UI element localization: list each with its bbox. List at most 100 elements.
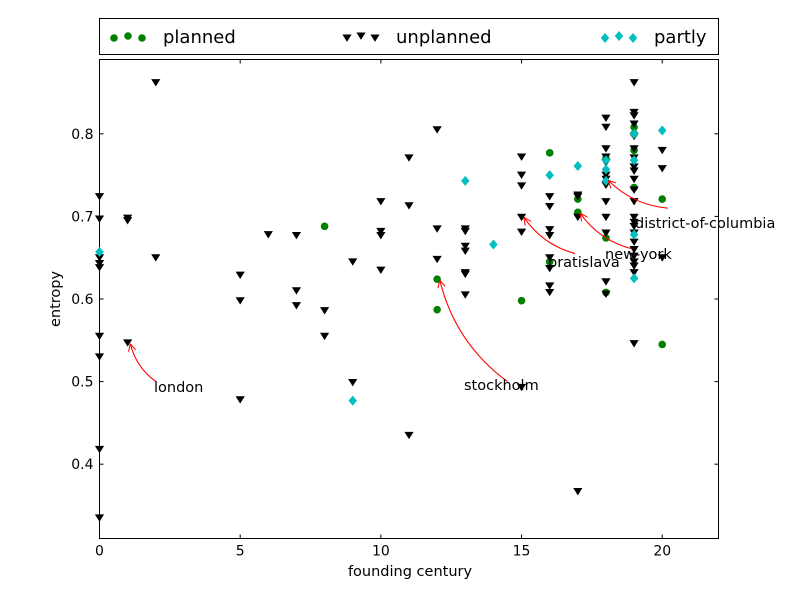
- annotation-label-bratislava: bratislava: [548, 255, 620, 271]
- annotation-arrow: [524, 218, 576, 255]
- point-unplanned: [376, 198, 386, 206]
- point-unplanned: [460, 270, 470, 279]
- point-unplanned: [601, 290, 611, 298]
- point-unplanned: [601, 123, 611, 132]
- point-unplanned: [657, 146, 667, 155]
- y-tick-label: 0.7: [71, 209, 93, 225]
- annotation-arrow: [440, 281, 508, 383]
- point-unplanned: [235, 396, 245, 404]
- point-unplanned: [516, 383, 527, 392]
- point-unplanned: [516, 171, 527, 180]
- point-partly: [629, 229, 639, 240]
- point-unplanned: [376, 231, 386, 240]
- point-planned: [433, 305, 441, 314]
- y-tick-label: 0.6: [71, 292, 93, 308]
- point-partly: [601, 155, 611, 166]
- point-unplanned: [516, 228, 527, 237]
- point-unplanned: [235, 297, 245, 305]
- point-unplanned: [629, 262, 639, 270]
- legend-marker-planned: [138, 34, 146, 42]
- point-unplanned: [376, 266, 386, 275]
- point-unplanned: [94, 193, 105, 201]
- y-tick-label: 0.8: [71, 127, 93, 143]
- point-unplanned: [432, 225, 442, 233]
- point-unplanned: [94, 215, 105, 223]
- annotation-arrow: [130, 344, 157, 383]
- point-unplanned: [629, 218, 639, 227]
- point-unplanned: [348, 378, 358, 387]
- point-unplanned: [94, 445, 105, 454]
- point-unplanned: [629, 79, 639, 87]
- point-unplanned: [629, 222, 639, 231]
- legend-label-planned: planned: [163, 27, 236, 48]
- legend-label-partly: partly: [654, 27, 707, 48]
- data-points: [94, 79, 667, 522]
- x-axis-label: founding century: [348, 564, 473, 580]
- point-unplanned: [319, 307, 330, 315]
- legend-marker-unplanned: [356, 32, 366, 40]
- point-unplanned: [94, 514, 105, 522]
- point-unplanned: [123, 339, 133, 347]
- point-planned: [320, 222, 329, 231]
- point-unplanned: [629, 258, 639, 266]
- x-tick-label: 20: [653, 544, 671, 560]
- legend-marker-planned: [110, 34, 118, 42]
- point-planned: [545, 149, 554, 157]
- point-unplanned: [94, 332, 105, 341]
- annotation-label-district-of-columbia: district-of-columbia: [635, 216, 775, 232]
- point-unplanned: [404, 431, 414, 440]
- point-unplanned: [348, 258, 358, 266]
- point-partly: [601, 164, 611, 175]
- point-unplanned: [432, 126, 442, 134]
- point-unplanned: [629, 175, 639, 184]
- point-unplanned: [545, 203, 555, 211]
- x-tick-label: 10: [372, 544, 390, 560]
- point-partly: [629, 155, 639, 166]
- legend-marker-partly: [614, 31, 624, 41]
- point-partly: [461, 175, 470, 186]
- point-unplanned: [629, 245, 639, 254]
- point-unplanned: [601, 278, 611, 286]
- point-partly: [657, 125, 667, 136]
- point-unplanned: [601, 171, 611, 180]
- point-partly: [629, 273, 639, 284]
- point-unplanned: [404, 202, 414, 210]
- legend-marker-planned: [124, 32, 132, 40]
- legend-marker-unplanned: [370, 34, 380, 42]
- point-unplanned: [376, 227, 386, 236]
- point-planned: [545, 258, 554, 266]
- point-unplanned: [601, 114, 611, 123]
- point-unplanned: [629, 238, 639, 246]
- point-unplanned: [460, 242, 470, 251]
- y-tick-label: 0.4: [71, 457, 93, 473]
- point-unplanned: [263, 231, 273, 239]
- legend-label-unplanned: unplanned: [396, 27, 492, 48]
- point-unplanned: [460, 227, 470, 236]
- point-unplanned: [629, 269, 639, 277]
- annotation-label-stockholm: stockholm: [464, 378, 539, 394]
- point-unplanned: [629, 145, 639, 153]
- point-unplanned: [629, 186, 639, 194]
- plot-frame: [99, 59, 719, 539]
- point-unplanned: [629, 167, 639, 175]
- point-unplanned: [516, 153, 527, 161]
- point-unplanned: [291, 287, 302, 295]
- annotation-arrow: [609, 181, 668, 209]
- annotation-label-new-york: new-york: [605, 247, 672, 263]
- x-tick-label: 15: [513, 544, 531, 560]
- y-axis-label: entropy: [48, 271, 64, 328]
- point-unplanned: [291, 231, 302, 240]
- point-unplanned: [545, 254, 555, 262]
- point-unplanned: [151, 254, 161, 262]
- point-unplanned: [629, 163, 639, 171]
- legend: planned unplanned partly: [99, 18, 719, 55]
- point-unplanned: [601, 229, 611, 237]
- point-unplanned: [601, 198, 611, 206]
- point-partly: [573, 161, 583, 172]
- point-partly: [348, 395, 357, 406]
- point-unplanned: [601, 145, 611, 153]
- point-unplanned: [545, 282, 555, 290]
- annotation-label-london: london: [154, 380, 203, 396]
- point-unplanned: [629, 112, 639, 120]
